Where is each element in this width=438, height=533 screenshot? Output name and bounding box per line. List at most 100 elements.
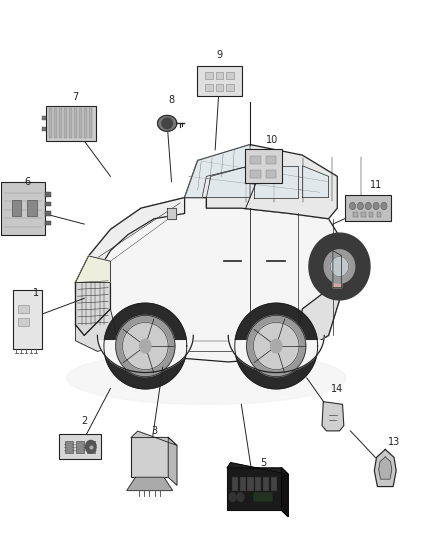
Bar <box>84 108 87 139</box>
Text: 11: 11 <box>370 180 382 190</box>
Circle shape <box>372 203 378 210</box>
Bar <box>226 72 234 79</box>
Bar <box>368 213 373 216</box>
Polygon shape <box>75 198 341 362</box>
Circle shape <box>229 493 236 502</box>
Polygon shape <box>122 322 168 369</box>
Text: 3: 3 <box>151 426 157 436</box>
Bar <box>88 108 92 139</box>
Polygon shape <box>184 144 250 198</box>
Polygon shape <box>168 438 177 485</box>
Polygon shape <box>329 256 348 277</box>
Bar <box>45 202 51 206</box>
Circle shape <box>270 339 281 353</box>
Bar <box>42 126 46 131</box>
Bar <box>46 106 96 141</box>
Bar <box>1 182 45 235</box>
Bar <box>262 477 268 490</box>
Polygon shape <box>162 118 172 128</box>
Polygon shape <box>97 335 193 373</box>
Circle shape <box>237 493 244 502</box>
Bar <box>45 221 51 225</box>
Text: 10: 10 <box>265 134 277 144</box>
Text: 7: 7 <box>72 92 78 102</box>
Bar <box>344 196 390 221</box>
Polygon shape <box>332 251 341 288</box>
Bar <box>27 200 37 216</box>
Polygon shape <box>75 309 119 351</box>
Bar <box>376 213 381 216</box>
Bar <box>253 492 272 502</box>
Bar <box>215 72 223 79</box>
Polygon shape <box>308 233 369 300</box>
Circle shape <box>85 440 96 453</box>
Bar <box>249 169 260 177</box>
Polygon shape <box>184 144 336 219</box>
Bar <box>226 84 234 91</box>
Circle shape <box>139 339 151 353</box>
Polygon shape <box>67 351 345 405</box>
Polygon shape <box>374 449 395 487</box>
Bar <box>78 108 81 139</box>
Bar <box>53 108 57 139</box>
Text: 2: 2 <box>81 416 87 425</box>
Bar <box>59 434 100 459</box>
Bar <box>254 477 261 490</box>
Polygon shape <box>75 256 110 282</box>
Polygon shape <box>378 457 391 479</box>
Polygon shape <box>302 166 328 198</box>
Polygon shape <box>131 431 177 446</box>
Polygon shape <box>75 256 110 335</box>
Bar <box>64 108 67 139</box>
Text: 9: 9 <box>216 50 222 60</box>
Polygon shape <box>324 250 354 283</box>
Bar <box>215 84 223 91</box>
Polygon shape <box>293 240 341 357</box>
Bar <box>76 441 83 453</box>
Polygon shape <box>228 335 323 373</box>
Polygon shape <box>226 463 288 474</box>
Polygon shape <box>167 208 176 219</box>
Polygon shape <box>127 477 172 490</box>
Bar <box>65 441 73 453</box>
Bar <box>74 108 77 139</box>
Bar <box>249 157 260 165</box>
Bar <box>45 192 51 197</box>
Polygon shape <box>116 316 175 377</box>
Circle shape <box>349 203 355 210</box>
Text: 8: 8 <box>168 95 174 105</box>
Circle shape <box>364 203 371 210</box>
Polygon shape <box>253 322 298 369</box>
Text: 1: 1 <box>33 288 39 298</box>
Text: 14: 14 <box>330 384 343 394</box>
Text: 13: 13 <box>387 437 399 447</box>
Bar <box>18 305 28 313</box>
Circle shape <box>380 203 386 210</box>
Text: 5: 5 <box>259 458 265 468</box>
Bar <box>45 212 51 216</box>
Bar <box>270 477 276 490</box>
Bar <box>13 290 42 349</box>
Bar <box>353 213 357 216</box>
Circle shape <box>357 203 363 210</box>
Bar <box>265 157 276 165</box>
Polygon shape <box>281 468 288 517</box>
Text: 1: 1 <box>21 310 25 315</box>
Bar <box>226 468 281 511</box>
Bar <box>265 169 276 177</box>
Polygon shape <box>75 198 184 293</box>
Bar <box>244 149 281 183</box>
Bar <box>360 213 365 216</box>
Bar <box>18 318 28 326</box>
Bar <box>68 108 71 139</box>
Bar <box>204 84 212 91</box>
Bar <box>49 108 52 139</box>
Bar <box>59 108 62 139</box>
Polygon shape <box>254 166 297 198</box>
Bar <box>12 200 21 216</box>
Bar <box>196 66 242 95</box>
Text: 6: 6 <box>25 177 31 187</box>
Polygon shape <box>157 115 177 131</box>
Bar <box>239 477 245 490</box>
Bar <box>204 72 212 79</box>
